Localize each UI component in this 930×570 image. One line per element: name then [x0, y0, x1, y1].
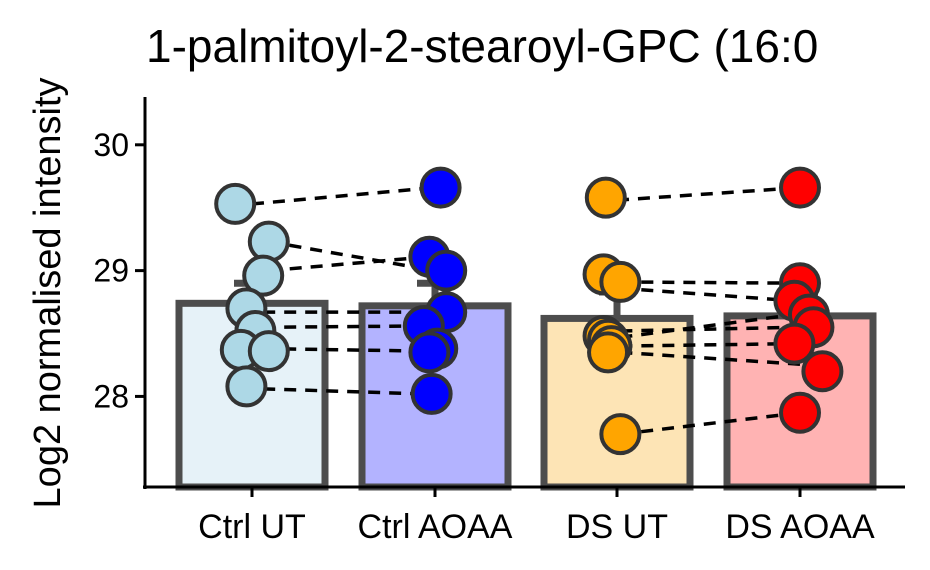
pair-line	[620, 286, 795, 303]
data-point	[214, 182, 257, 225]
pair-line	[620, 280, 801, 285]
pair-line	[251, 185, 436, 206]
data-point	[773, 322, 816, 365]
pair-line	[616, 185, 801, 202]
data-point	[247, 330, 290, 373]
data-point	[225, 365, 268, 408]
pair-line	[620, 325, 801, 333]
data-point	[425, 249, 468, 292]
pair-line	[268, 239, 436, 273]
data-point	[242, 254, 285, 297]
y-tick-label: 29	[93, 253, 129, 289]
plot-area: 28 29 30 Ctrl UT Ctrl AOAA DS UT DS AOAA	[93, 97, 905, 546]
y-tick-label: 28	[93, 378, 129, 414]
data-point	[599, 413, 642, 456]
y-axis-title: Log2 normalised intensity	[27, 78, 69, 509]
pair-line	[263, 346, 430, 353]
data-point	[410, 372, 453, 415]
data-point	[801, 350, 844, 393]
data-point	[587, 331, 630, 374]
pair-line	[620, 312, 795, 340]
data-point	[419, 166, 462, 209]
data-point	[408, 331, 451, 374]
pair-line	[620, 411, 801, 436]
pair-line	[620, 350, 812, 367]
pair-line	[263, 387, 424, 396]
x-tick-label: DS AOAA	[725, 508, 875, 546]
x-tick-label: DS UT	[566, 508, 668, 546]
data-point	[779, 166, 821, 209]
data-point	[599, 260, 642, 303]
y-tick-label: 30	[93, 127, 129, 163]
pair-line	[620, 341, 801, 348]
data-point	[584, 176, 627, 219]
pair-line	[268, 255, 430, 273]
x-tick-label: Ctrl AOAA	[358, 508, 513, 546]
pair-line	[263, 324, 430, 329]
data-point	[247, 220, 290, 263]
x-tick-label: Ctrl UT	[198, 508, 306, 546]
chart-title: 1-palmitoyl-2-stearoyl-GPC (16:0	[146, 20, 818, 72]
data-point	[779, 391, 821, 434]
